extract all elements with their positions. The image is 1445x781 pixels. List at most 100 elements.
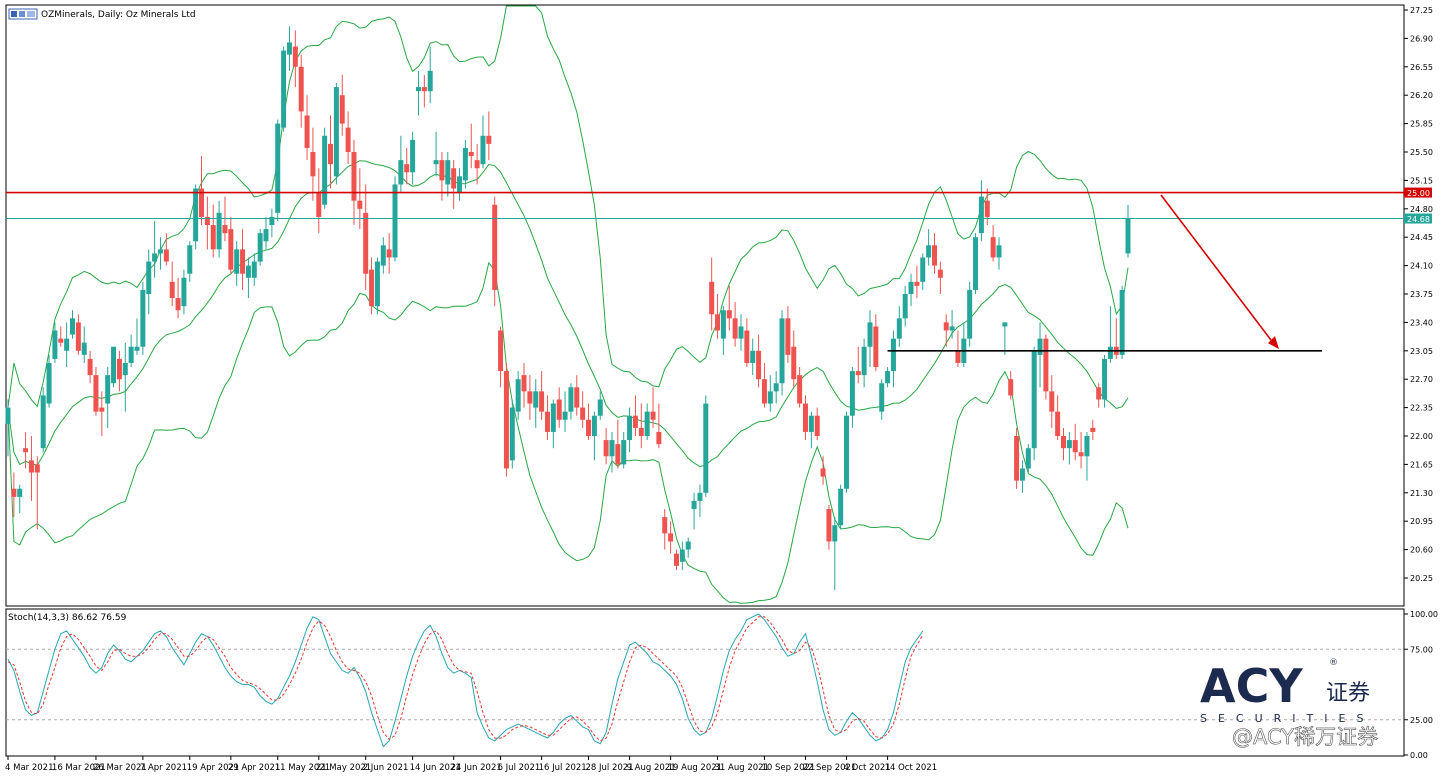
candle-body bbox=[1084, 436, 1090, 457]
candle bbox=[304, 95, 310, 161]
candle-body bbox=[609, 440, 615, 457]
candle-body bbox=[967, 289, 973, 339]
candle bbox=[1078, 431, 1084, 469]
candle-body bbox=[234, 249, 240, 274]
candle bbox=[937, 261, 943, 294]
candle-body bbox=[703, 403, 709, 493]
price-tick-label: 22.35 bbox=[1410, 404, 1433, 413]
candle bbox=[1125, 204, 1131, 258]
candle bbox=[269, 208, 275, 238]
candle bbox=[480, 115, 486, 169]
candle-body bbox=[415, 87, 421, 92]
candle-body bbox=[34, 464, 40, 473]
time-tick-label: 19 Apr 2021 bbox=[187, 763, 240, 773]
candle-body bbox=[814, 415, 820, 436]
candle bbox=[879, 379, 885, 420]
candle bbox=[457, 168, 463, 201]
candle bbox=[181, 269, 187, 315]
candle bbox=[1119, 285, 1125, 359]
acy-logo-reg: ® bbox=[1329, 658, 1338, 668]
candle-body bbox=[902, 294, 908, 319]
candle-body bbox=[1031, 350, 1037, 449]
candle bbox=[1049, 375, 1055, 428]
candle bbox=[568, 383, 574, 420]
time-tick-label: 22 Sep 2021 bbox=[802, 763, 856, 773]
time-tick-label: 14 Jun 2021 bbox=[410, 763, 461, 773]
candle bbox=[955, 330, 961, 368]
candle-body bbox=[638, 427, 644, 436]
candle-body bbox=[462, 147, 468, 181]
price-tick-label: 25.15 bbox=[1410, 176, 1433, 185]
stochastic-tick-label: 100.00 bbox=[1410, 610, 1438, 619]
candle-body bbox=[890, 338, 896, 372]
acy-logo-cn: 证券 bbox=[1326, 681, 1370, 706]
candle-body bbox=[1072, 440, 1078, 453]
price-tick-label: 26.55 bbox=[1410, 63, 1433, 72]
candle-body bbox=[1066, 440, 1072, 449]
candle-body bbox=[756, 350, 762, 380]
candle-body bbox=[58, 338, 64, 343]
candle bbox=[1008, 371, 1014, 400]
candle bbox=[152, 220, 158, 278]
candle bbox=[193, 184, 199, 250]
candle bbox=[451, 160, 457, 209]
time-tick-label: 14 Oct 2021 bbox=[885, 763, 938, 773]
candle bbox=[679, 541, 685, 570]
candle bbox=[1102, 354, 1108, 408]
candle-body bbox=[726, 310, 732, 319]
candle bbox=[973, 233, 979, 294]
candle bbox=[410, 131, 416, 185]
stochastic-d-line bbox=[7, 616, 924, 742]
price-tick-label: 20.60 bbox=[1410, 546, 1433, 555]
price-tick-label: 21.30 bbox=[1410, 489, 1433, 498]
candle-body bbox=[363, 212, 369, 274]
candle bbox=[99, 391, 105, 436]
candle bbox=[978, 180, 984, 242]
current-price-tag bbox=[1404, 213, 1432, 224]
candle-body bbox=[720, 310, 726, 339]
candle bbox=[199, 156, 205, 226]
stochastic-k-line bbox=[7, 613, 924, 748]
candle bbox=[503, 362, 509, 477]
candle-body bbox=[820, 468, 826, 477]
candle bbox=[357, 168, 363, 230]
candle-body bbox=[621, 440, 627, 465]
candle-body bbox=[973, 237, 979, 290]
candle-body bbox=[744, 330, 750, 363]
candle bbox=[257, 229, 263, 266]
price-panel-frame bbox=[5, 4, 1405, 607]
candle-body bbox=[251, 261, 257, 278]
candle-body bbox=[515, 379, 521, 412]
candle bbox=[779, 310, 785, 396]
candle-body bbox=[380, 245, 386, 266]
annotations bbox=[887, 194, 1322, 352]
candle-body bbox=[70, 318, 76, 335]
candle-body bbox=[539, 391, 545, 412]
candle-body bbox=[802, 403, 808, 432]
stochastic-tick-label: 0.00 bbox=[1410, 751, 1428, 760]
candle bbox=[732, 302, 738, 347]
candle bbox=[996, 237, 1002, 270]
candle-body bbox=[93, 375, 99, 412]
candle bbox=[855, 346, 861, 384]
candle bbox=[398, 135, 404, 193]
candle bbox=[1084, 431, 1090, 481]
candle-body bbox=[1043, 338, 1049, 392]
candle bbox=[468, 123, 474, 169]
candle bbox=[961, 322, 967, 368]
candle bbox=[175, 277, 181, 319]
candle bbox=[140, 281, 146, 355]
candle bbox=[597, 391, 603, 420]
candle bbox=[756, 334, 762, 388]
candle-body bbox=[281, 50, 287, 128]
candle-body bbox=[668, 533, 674, 542]
candle-body bbox=[421, 87, 427, 92]
candle-body bbox=[521, 375, 527, 392]
candle bbox=[873, 314, 879, 372]
candle bbox=[920, 253, 926, 290]
candle-body bbox=[1055, 411, 1061, 436]
candle bbox=[814, 407, 820, 441]
candle-body bbox=[1125, 218, 1131, 254]
candle bbox=[263, 216, 269, 250]
